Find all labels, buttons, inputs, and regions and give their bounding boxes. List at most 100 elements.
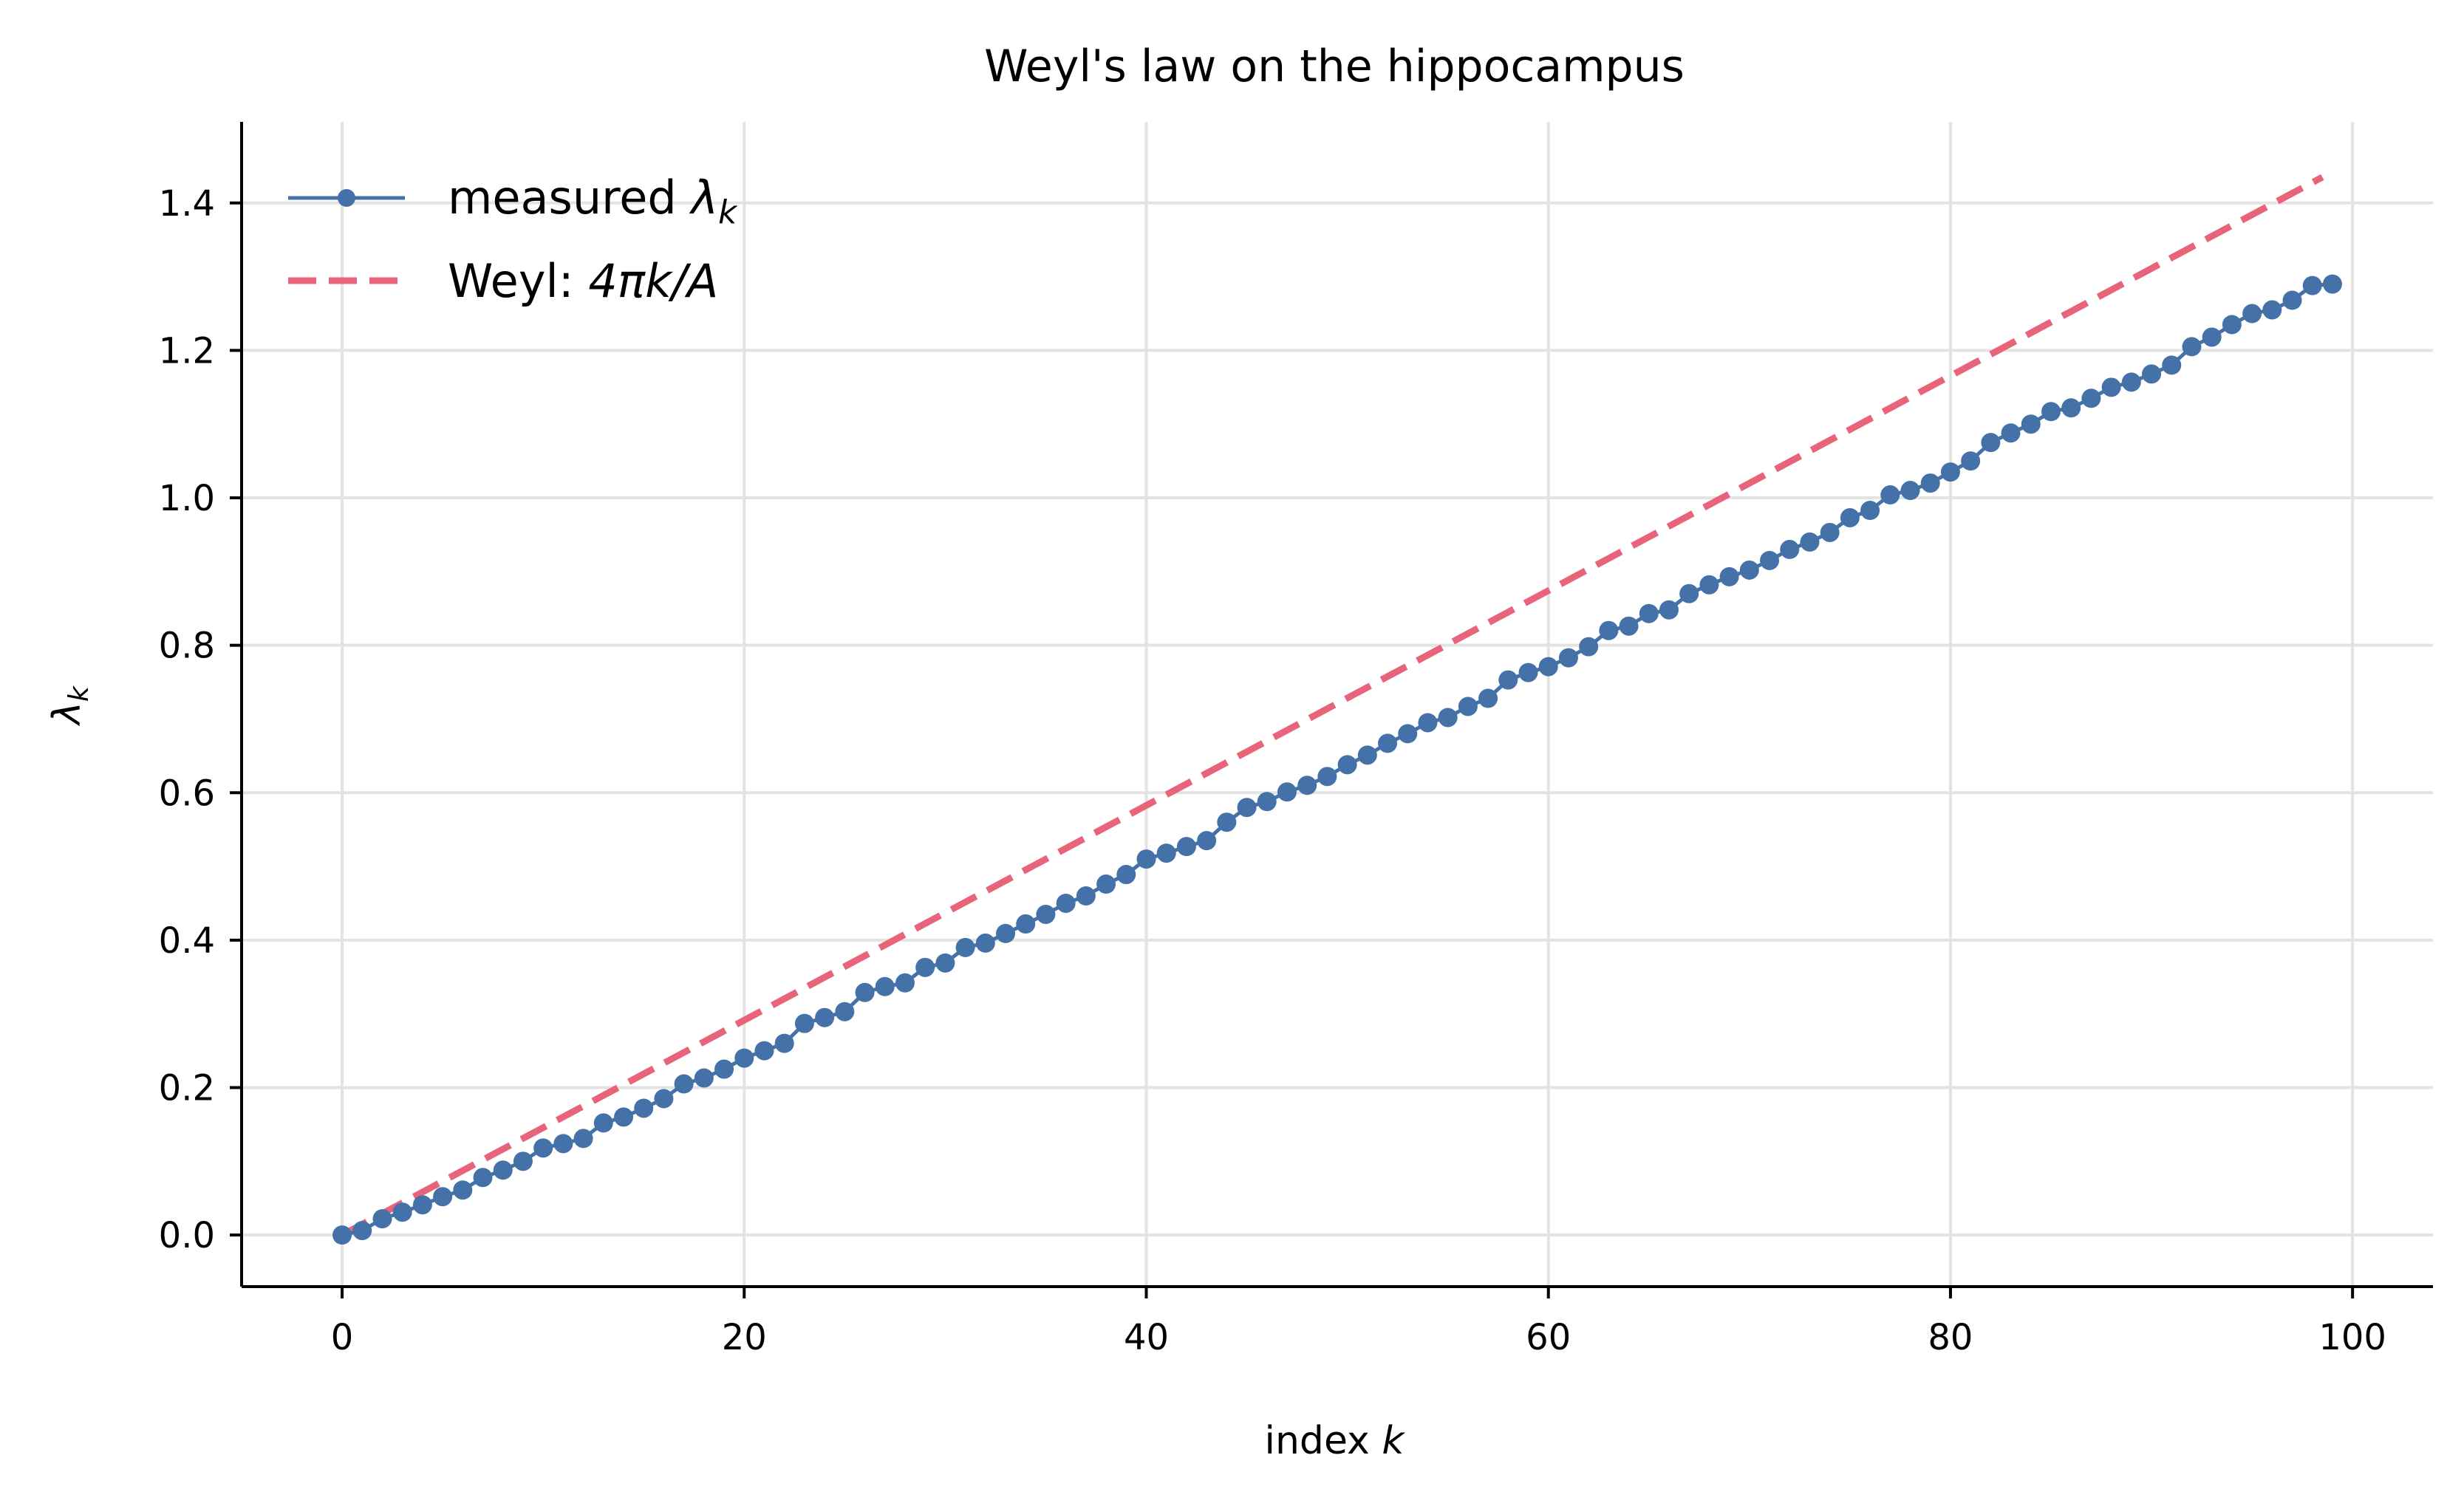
- measured-point: [1478, 688, 1498, 708]
- y-tick-label: 1.2: [159, 330, 215, 372]
- measured-point: [1860, 500, 1880, 520]
- measured-point: [2142, 364, 2162, 384]
- measured-point: [1538, 657, 1558, 677]
- x-tick-label: 40: [1124, 1317, 1169, 1358]
- measured-point: [654, 1089, 674, 1109]
- x-axis-label: index k: [1265, 1419, 1406, 1463]
- y-tick-label: 0.0: [159, 1215, 215, 1256]
- measured-series-line: [341, 282, 2333, 1237]
- measured-point: [1719, 566, 1739, 586]
- y-tick-label: 0.4: [159, 920, 215, 962]
- measured-point: [1297, 776, 1317, 795]
- measured-point: [1498, 670, 1518, 690]
- measured-point: [1699, 575, 1719, 595]
- y-tick-label: 1.0: [159, 478, 215, 519]
- measured-point: [694, 1068, 714, 1088]
- measured-point: [2202, 327, 2222, 347]
- measured-point: [1237, 798, 1257, 818]
- y-tick-label: 1.4: [159, 183, 215, 225]
- measured-point: [1357, 745, 1377, 765]
- measured-point: [1076, 886, 1096, 906]
- measured-point: [1257, 792, 1277, 812]
- measured-point: [412, 1195, 432, 1215]
- measured-point: [1277, 782, 1297, 802]
- measured-point: [2121, 372, 2141, 392]
- x-tick-label: 0: [331, 1317, 354, 1358]
- x-tick-label: 100: [2318, 1317, 2386, 1358]
- measured-point: [1197, 831, 1217, 851]
- measured-point: [1518, 663, 1538, 682]
- measured-point: [2021, 414, 2041, 434]
- measured-point: [1579, 637, 1599, 657]
- measured-point: [674, 1074, 694, 1094]
- measured-point: [1116, 865, 1136, 885]
- measured-point: [1981, 433, 2001, 453]
- measured-point: [2282, 290, 2302, 310]
- measured-point: [1599, 620, 1619, 640]
- measured-point: [1558, 648, 1578, 668]
- measured-point: [1096, 874, 1116, 894]
- measured-point: [2162, 355, 2182, 375]
- measured-point: [2322, 274, 2342, 294]
- y-axis-label: λk: [45, 685, 95, 727]
- measured-point: [453, 1180, 473, 1200]
- measured-point: [1760, 550, 1780, 570]
- measured-point: [513, 1151, 533, 1171]
- measured-point: [2222, 315, 2242, 335]
- x-tick-label: 80: [1928, 1317, 1973, 1358]
- measured-point: [2041, 402, 2061, 422]
- measured-point: [975, 933, 995, 953]
- y-tick-label: 0.2: [159, 1068, 215, 1109]
- y-tick-label: 0.8: [159, 626, 215, 667]
- measured-point: [1920, 473, 1940, 493]
- measured-point: [2101, 377, 2121, 397]
- measured-point: [473, 1168, 493, 1188]
- measured-point: [332, 1225, 352, 1245]
- axes: [240, 122, 2433, 1288]
- measured-point: [1880, 485, 1900, 505]
- measured-point: [1458, 696, 1478, 716]
- measured-point: [754, 1041, 774, 1061]
- measured-point: [855, 982, 875, 1002]
- measured-point: [714, 1059, 734, 1079]
- measured-point: [634, 1098, 654, 1118]
- measured-point: [1679, 583, 1699, 603]
- measured-point: [1780, 539, 1800, 559]
- measured-point: [1136, 849, 1156, 869]
- measured-point: [392, 1202, 412, 1222]
- measured-point: [794, 1013, 814, 1033]
- measured-point: [1378, 733, 1398, 753]
- measured-point: [955, 937, 975, 957]
- measured-point: [734, 1048, 754, 1068]
- measured-point: [1337, 755, 1357, 775]
- measured-point: [493, 1160, 513, 1180]
- measured-point: [533, 1138, 553, 1158]
- measured-point: [2081, 388, 2101, 408]
- measured-point: [1659, 600, 1679, 620]
- measured-point: [1639, 603, 1659, 623]
- measured-point: [593, 1113, 613, 1133]
- measured-point: [2001, 423, 2021, 443]
- measured-point: [1619, 616, 1639, 636]
- measured-point: [1176, 837, 1196, 857]
- measured-point: [774, 1033, 794, 1053]
- legend-label-measured: measured λk: [448, 171, 738, 231]
- measured-point: [433, 1187, 453, 1207]
- measured-point: [2182, 337, 2202, 357]
- measured-point: [1016, 914, 1036, 934]
- measured-point: [352, 1221, 372, 1241]
- series-layer: [332, 174, 2342, 1245]
- measured-point: [1156, 843, 1176, 863]
- measured-point: [835, 1002, 855, 1021]
- measured-point: [1739, 560, 1759, 580]
- measured-point: [935, 953, 955, 973]
- measured-point: [1820, 522, 1840, 542]
- grid: [242, 122, 2433, 1287]
- legend: measured λk Weyl: 4πk/A: [288, 171, 738, 308]
- chart-title: Weyl's law on the hippocampus: [984, 41, 1685, 92]
- measured-point: [1900, 481, 1920, 501]
- measured-point: [2262, 300, 2282, 320]
- measured-point: [996, 923, 1016, 943]
